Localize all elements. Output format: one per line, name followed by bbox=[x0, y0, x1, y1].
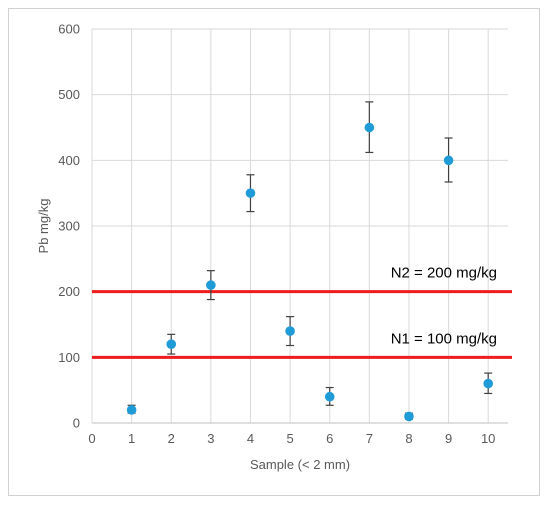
x-tick-label: 1 bbox=[128, 431, 135, 446]
y-tick-label: 100 bbox=[58, 350, 80, 365]
data-point bbox=[126, 405, 137, 415]
x-tick-label: 3 bbox=[207, 431, 214, 446]
x-tick-label: 2 bbox=[168, 431, 175, 446]
x-tick-label: 5 bbox=[286, 431, 293, 446]
data-point bbox=[364, 122, 375, 133]
chart-frame bbox=[8, 8, 540, 496]
y-tick-label: 300 bbox=[58, 219, 80, 234]
y-axis-title: Pb mg/kg bbox=[36, 199, 51, 254]
x-tick-label: 6 bbox=[326, 431, 333, 446]
x-tick-label: 7 bbox=[366, 431, 373, 446]
y-tick-label: 500 bbox=[58, 87, 80, 102]
x-tick-label: 9 bbox=[445, 431, 452, 446]
x-tick-label: 4 bbox=[247, 431, 254, 446]
reference-line-label: N2 = 200 mg/kg bbox=[391, 265, 497, 282]
x-tick-label: 8 bbox=[405, 431, 412, 446]
data-point bbox=[206, 280, 216, 290]
x-tick-label: 10 bbox=[481, 431, 495, 446]
data-point bbox=[443, 155, 454, 166]
data-point bbox=[245, 188, 256, 198]
y-tick-label: 400 bbox=[58, 153, 80, 168]
y-tick-label: 0 bbox=[73, 416, 80, 431]
data-point bbox=[285, 326, 295, 336]
data-point bbox=[404, 411, 414, 422]
data-point bbox=[166, 339, 177, 350]
y-tick-label: 600 bbox=[58, 22, 80, 37]
y-tick-label: 200 bbox=[58, 284, 80, 299]
data-point bbox=[324, 391, 335, 402]
x-axis-title: Sample (< 2 mm) bbox=[250, 457, 350, 472]
reference-line-label: N1 = 100 mg/kg bbox=[391, 330, 497, 347]
data-point bbox=[483, 378, 493, 389]
x-tick-label: 0 bbox=[88, 431, 95, 446]
